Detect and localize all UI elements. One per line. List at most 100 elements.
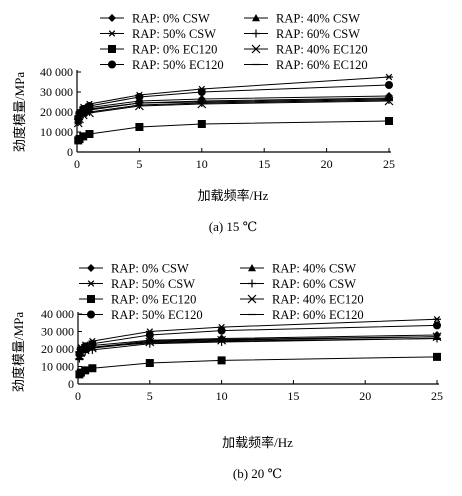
x-tick-label: 5 bbox=[136, 157, 142, 171]
legend-marker-asterisk bbox=[108, 30, 116, 37]
legend-item: RAP: 60% EC120 bbox=[244, 58, 368, 72]
legend-label: RAP: 0% EC120 bbox=[132, 43, 217, 57]
series-line bbox=[77, 120, 390, 141]
data-point bbox=[432, 332, 442, 342]
chart-caption: (a) 15 ℃ bbox=[209, 219, 257, 234]
y-tick-label: 30 000 bbox=[41, 325, 74, 339]
series-line bbox=[79, 356, 438, 375]
legend-item: RAP: 40% CSW bbox=[240, 262, 356, 276]
data-point bbox=[384, 96, 394, 106]
y-tick-label: 40 000 bbox=[41, 307, 74, 321]
data-point bbox=[145, 337, 155, 347]
legend-marker-circle bbox=[108, 60, 116, 69]
data-point bbox=[135, 101, 144, 109]
legend-item: RAP: 60% CSW bbox=[240, 277, 356, 291]
x-tick-label: 15 bbox=[258, 157, 270, 171]
data-point bbox=[88, 364, 97, 373]
legend-item: RAP: 0% EC120 bbox=[100, 43, 217, 57]
legend-marker-x bbox=[251, 44, 261, 54]
data-point bbox=[145, 339, 154, 348]
x-tick-label: 5 bbox=[147, 389, 153, 403]
data-point bbox=[433, 316, 441, 323]
legend-label: RAP: 50% CSW bbox=[111, 277, 195, 291]
x-tick-label: 15 bbox=[287, 389, 299, 403]
data-point bbox=[197, 88, 206, 96]
legend-label: RAP: 40% CSW bbox=[276, 12, 360, 26]
legend-item: RAP: 50% CSW bbox=[100, 27, 216, 41]
legend-marker-triangle bbox=[248, 264, 256, 272]
data-point bbox=[81, 342, 90, 351]
legend-marker-x bbox=[247, 294, 257, 304]
data-point bbox=[385, 81, 393, 89]
legend-label: RAP: 50% EC120 bbox=[132, 58, 224, 72]
y-axis-label: 劲度模量/MPa bbox=[12, 72, 27, 152]
legend-marker-asterisk bbox=[87, 280, 95, 287]
data-point bbox=[76, 368, 85, 377]
data-point bbox=[433, 352, 441, 361]
data-point bbox=[197, 120, 206, 128]
legend-label: RAP: 60% CSW bbox=[276, 27, 360, 41]
data-point bbox=[81, 366, 90, 375]
legend-item: RAP: 0% CSW bbox=[100, 12, 210, 26]
chart-caption: (b) 20 ℃ bbox=[233, 466, 282, 481]
x-tick-label: 25 bbox=[383, 157, 395, 171]
series-square bbox=[74, 117, 393, 145]
legend-item: RAP: 50% EC120 bbox=[79, 308, 203, 322]
y-tick-label: 10 000 bbox=[40, 125, 73, 139]
series-dash bbox=[75, 337, 441, 356]
legend-label: RAP: 40% CSW bbox=[272, 262, 356, 276]
data-point bbox=[217, 326, 226, 335]
data-point bbox=[385, 117, 393, 125]
legend-label: RAP: 60% EC120 bbox=[272, 308, 364, 322]
legend-item: RAP: 0% EC120 bbox=[79, 293, 196, 307]
legend-label: RAP: 0% CSW bbox=[111, 262, 189, 276]
y-tick-label: 20 000 bbox=[41, 342, 74, 356]
x-tick-label: 10 bbox=[196, 157, 208, 171]
series-square bbox=[75, 352, 441, 379]
legend-item: RAP: 40% CSW bbox=[244, 12, 360, 26]
data-point bbox=[217, 335, 227, 345]
legend-label: RAP: 50% CSW bbox=[132, 27, 216, 41]
series-dash bbox=[74, 98, 393, 120]
legend-label: RAP: 50% EC120 bbox=[111, 308, 203, 322]
chart-0: RAP: 0% CSW RAP: 40% CSW RAP: 50% CSW RAP: … bbox=[12, 12, 395, 235]
data-point bbox=[85, 102, 94, 110]
x-tick-label: 10 bbox=[216, 389, 228, 403]
y-tick-label: 10 000 bbox=[41, 360, 74, 374]
legend-label: RAP: 60% CSW bbox=[272, 277, 356, 291]
legend-label: RAP: 0% CSW bbox=[132, 12, 210, 26]
legend-marker-plus bbox=[252, 29, 260, 38]
legend-item: RAP: 60% CSW bbox=[244, 27, 360, 41]
legend-label: RAP: 40% EC120 bbox=[272, 293, 364, 307]
y-tick-label: 40 000 bbox=[40, 65, 73, 79]
series-circle bbox=[75, 321, 441, 359]
x-tick-label: 0 bbox=[74, 157, 80, 171]
data-point bbox=[135, 93, 144, 101]
legend-item: RAP: 0% CSW bbox=[79, 262, 189, 276]
x-tick-label: 0 bbox=[75, 389, 81, 403]
legend-marker-square bbox=[108, 45, 116, 53]
y-tick-label: 30 000 bbox=[40, 85, 73, 99]
series-line bbox=[78, 338, 438, 356]
legend-item: RAP: 60% EC120 bbox=[240, 308, 364, 322]
data-point bbox=[145, 359, 154, 367]
legend-marker-plus bbox=[248, 279, 256, 288]
y-tick-label: 0 bbox=[67, 145, 73, 159]
legend-marker-square bbox=[87, 295, 95, 303]
y-tick-label: 20 000 bbox=[40, 105, 73, 119]
x-tick-label: 20 bbox=[321, 157, 333, 171]
x-axis-label: 加载频率/Hz bbox=[198, 188, 269, 203]
data-point bbox=[433, 321, 441, 330]
data-point bbox=[385, 96, 393, 104]
chart-1: RAP: 0% CSW RAP: 40% CSW RAP: 50% CSW RAP: … bbox=[11, 262, 443, 482]
data-point bbox=[88, 339, 97, 348]
legend-item: RAP: 40% EC120 bbox=[240, 293, 364, 307]
data-point bbox=[135, 123, 144, 131]
legend-label: RAP: 0% EC120 bbox=[111, 293, 196, 307]
legend-marker-diamond bbox=[108, 14, 116, 22]
legend-marker-diamond bbox=[87, 264, 95, 272]
legend-item: RAP: 50% CSW bbox=[79, 277, 195, 291]
data-point bbox=[217, 356, 226, 365]
y-axis-label: 劲度模量/MPa bbox=[11, 312, 26, 392]
